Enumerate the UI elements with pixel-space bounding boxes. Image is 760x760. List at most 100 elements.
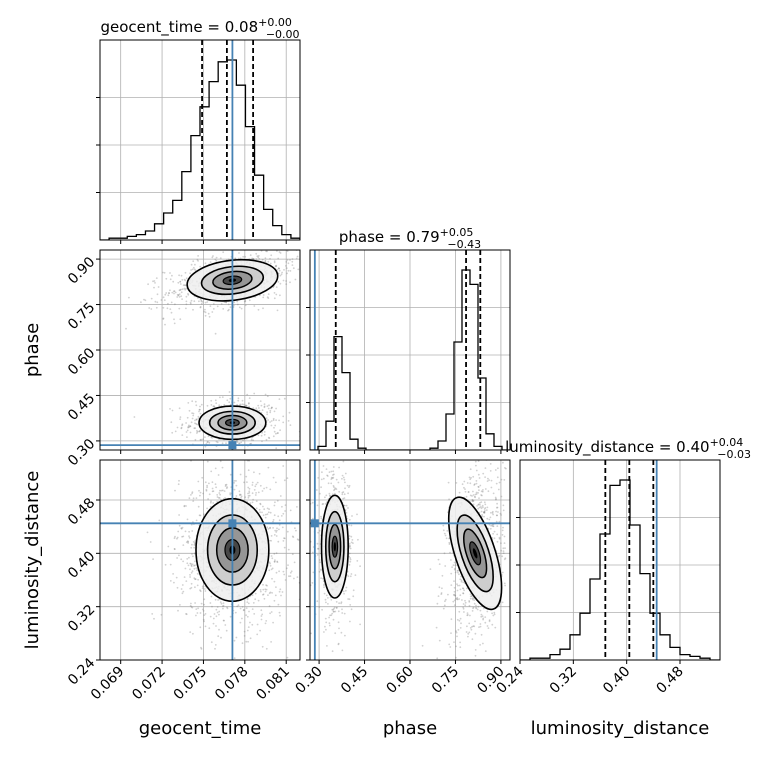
- scatter-point: [187, 426, 190, 429]
- scatter-point: [266, 395, 269, 398]
- scatter-point: [356, 560, 359, 562]
- scatter-point: [319, 492, 321, 495]
- scatter-point: [421, 644, 424, 647]
- scatter-point: [246, 598, 249, 601]
- scatter-point: [496, 533, 499, 536]
- scatter-point: [269, 526, 271, 529]
- scatter-point: [174, 303, 176, 306]
- scatter-point: [488, 518, 491, 521]
- scatter-point: [305, 484, 307, 486]
- scatter-point: [279, 252, 282, 254]
- scatter-point: [262, 583, 264, 586]
- scatter-point: [196, 569, 199, 572]
- scatter-point: [248, 492, 251, 494]
- scatter-point: [260, 618, 263, 621]
- scatter-point: [469, 687, 471, 689]
- scatter-point: [284, 579, 287, 581]
- scatter-point: [311, 501, 314, 504]
- scatter-point: [206, 441, 209, 444]
- scatter-point: [500, 478, 503, 481]
- scatter-point: [181, 424, 184, 427]
- scatter-point: [328, 492, 331, 495]
- scatter-point: [459, 578, 462, 581]
- scatter-point: [256, 481, 259, 484]
- scatter-point: [477, 492, 479, 494]
- scatter-point: [259, 590, 262, 593]
- scatter-point: [179, 318, 182, 321]
- scatter-point: [127, 296, 130, 299]
- scatter-point: [462, 587, 465, 590]
- scatter-point: [337, 610, 340, 613]
- scatter-point: [447, 593, 449, 596]
- scatter-point: [199, 438, 202, 441]
- scatter-point: [261, 440, 263, 443]
- scatter-point: [498, 537, 501, 540]
- scatter-point: [199, 405, 201, 408]
- x-tick-label-luminosity_distance: 0.40: [600, 664, 633, 697]
- scatter-point: [276, 268, 279, 271]
- scatter-point: [201, 585, 204, 588]
- scatter-point: [220, 489, 223, 492]
- scatter-point: [330, 482, 333, 485]
- scatter-point: [453, 604, 456, 606]
- scatter-point: [463, 486, 465, 489]
- scatter-point: [191, 417, 194, 420]
- scatter-point: [215, 615, 218, 618]
- scatter-point: [435, 626, 438, 629]
- panel-luminosity_distance-vs-geocent_time: [96, 459, 301, 664]
- scatter-point: [288, 575, 290, 578]
- scatter-point: [480, 501, 483, 503]
- scatter-point: [273, 599, 276, 602]
- scatter-point: [193, 564, 195, 567]
- scatter-point: [209, 501, 212, 504]
- scatter-point: [454, 564, 457, 567]
- scatter-point: [478, 506, 481, 509]
- scatter-point: [176, 293, 179, 296]
- scatter-point: [347, 598, 349, 600]
- scatter-point: [203, 310, 206, 313]
- scatter-point: [491, 612, 493, 615]
- scatter-point: [316, 554, 319, 556]
- scatter-point: [475, 482, 478, 485]
- scatter-point: [215, 486, 218, 489]
- scatter-point: [283, 537, 286, 540]
- scatter-point: [496, 506, 498, 509]
- scatter-point: [465, 495, 468, 498]
- scatter-point: [177, 294, 180, 296]
- scatter-point: [259, 400, 262, 402]
- scatter-point: [190, 269, 193, 271]
- scatter-point: [191, 543, 193, 546]
- scatter-point: [140, 301, 142, 304]
- scatter-point: [270, 535, 273, 537]
- scatter-point: [475, 491, 478, 494]
- scatter-point: [261, 613, 264, 616]
- scatter-point: [479, 451, 481, 453]
- scatter-point: [216, 305, 219, 308]
- scatter-point: [261, 431, 263, 434]
- scatter-point: [155, 277, 158, 279]
- scatter-point: [504, 584, 506, 587]
- scatter-point: [255, 492, 257, 494]
- scatter-point: [207, 440, 209, 443]
- scatter-point: [192, 412, 195, 415]
- scatter-point: [341, 477, 343, 480]
- scatter-point: [496, 540, 499, 543]
- scatter-point: [180, 295, 183, 298]
- scatter-point: [178, 274, 181, 277]
- scatter-point: [189, 631, 192, 633]
- scatter-point: [338, 490, 341, 493]
- scatter-point: [271, 406, 273, 409]
- scatter-point: [492, 525, 495, 528]
- scatter-point: [195, 608, 198, 610]
- panel-geocent_time-vs-geocent_time: geocent_time = 0.08+0.00 −0.00: [96, 16, 301, 244]
- scatter-point: [359, 565, 361, 568]
- scatter-point: [172, 573, 175, 575]
- scatter-point: [207, 435, 210, 438]
- scatter-point: [306, 265, 308, 267]
- scatter-point: [171, 291, 174, 294]
- scatter-point: [453, 599, 456, 602]
- scatter-point: [224, 497, 226, 499]
- scatter-point: [268, 592, 271, 595]
- scatter-point: [466, 625, 468, 628]
- scatter-point: [252, 498, 255, 501]
